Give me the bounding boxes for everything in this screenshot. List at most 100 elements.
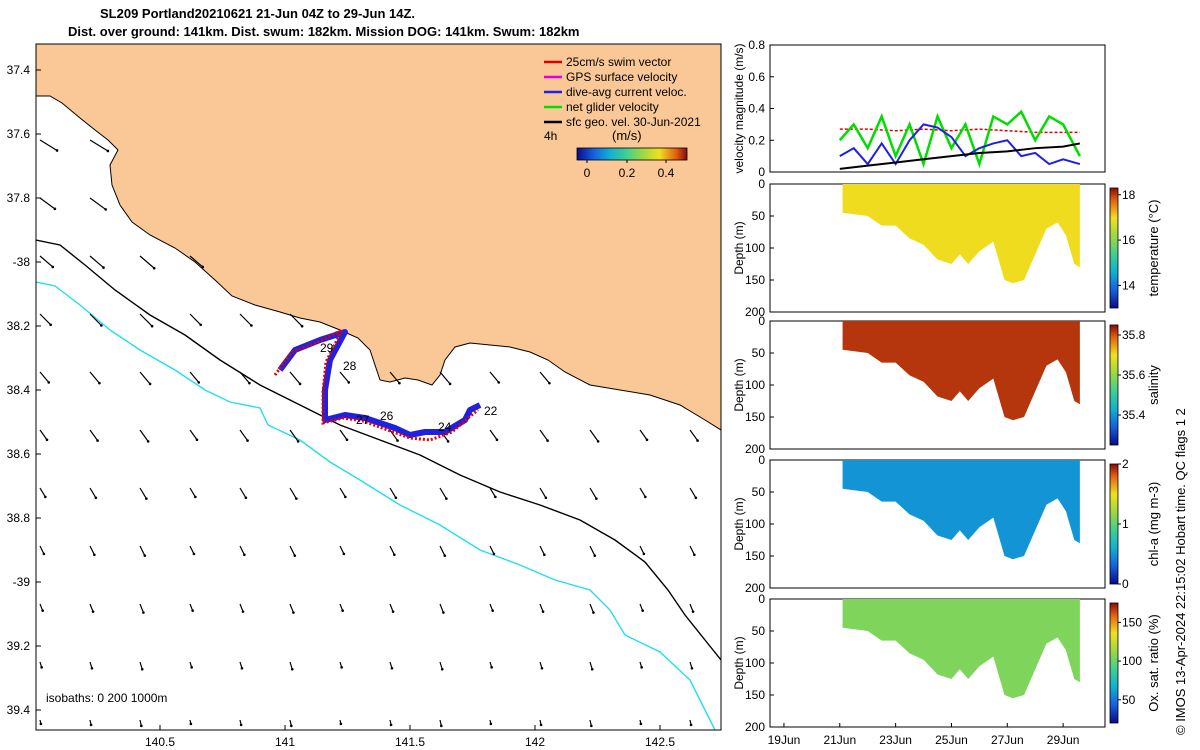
current-arrow-head <box>398 381 401 385</box>
current-arrow-head <box>150 324 154 328</box>
current-arrow-head <box>41 609 44 612</box>
day-label: 24 <box>438 420 452 434</box>
velocity-series-sfc-geo- <box>839 142 1081 170</box>
current-arrow-head <box>142 611 145 614</box>
speed-colorbar: 4h (m/s) 0 0.2 0.4 <box>544 128 688 180</box>
current-arrow-head <box>45 438 49 442</box>
colorbar-tick-label: 16 <box>1122 233 1136 247</box>
current-arrow-head <box>40 666 43 669</box>
current-vector-field <box>39 139 699 728</box>
current-arrow-head <box>644 495 647 499</box>
colorbar-label: salinity <box>1146 365 1161 405</box>
current-arrow-head <box>544 496 548 500</box>
legend-entry: net glider velocity <box>566 100 659 114</box>
plot-title-line1: SL209 Portland20210621 21-Jun 04Z to 29-… <box>100 6 416 21</box>
time-tick-label: 19Jun <box>768 733 801 747</box>
current-arrow-head <box>394 496 398 500</box>
current-arrow-head <box>250 324 253 327</box>
current-arrow-head <box>393 553 396 557</box>
map-frame <box>35 43 722 731</box>
current-arrow <box>189 255 204 268</box>
current-arrow <box>539 429 549 441</box>
current-arrow <box>389 545 395 556</box>
current-arrow-head <box>239 723 243 727</box>
depth-ytick-label: 200 <box>745 581 765 595</box>
velocity-ytick-label: 0 <box>758 165 765 179</box>
current-arrow <box>39 255 54 268</box>
current-arrow-head <box>195 438 199 442</box>
current-arrow-head <box>396 439 399 442</box>
velocity-ylabel: velocity magnitude (m/s) <box>732 43 746 173</box>
current-arrow <box>439 603 444 613</box>
depth-ytick-label: 0 <box>758 592 765 606</box>
current-arrow <box>639 487 646 498</box>
velocity-frame <box>769 44 1106 173</box>
current-arrow <box>39 371 50 383</box>
time-tick-label: 29Jun <box>1047 733 1080 747</box>
current-arrow-head <box>143 554 147 557</box>
current-arrow <box>539 545 545 556</box>
current-arrow <box>689 603 694 612</box>
current-arrow-head <box>39 722 43 726</box>
current-arrow <box>389 603 394 612</box>
current-arrow <box>439 487 447 499</box>
current-arrow-head <box>694 496 698 500</box>
colorbar-title: (m/s) <box>612 128 642 143</box>
current-arrow <box>139 429 149 442</box>
current-arrow <box>39 313 52 326</box>
velocity-ytick-label: 0.8 <box>748 38 765 52</box>
current-arrow-head <box>42 552 46 556</box>
velocity-ytick-label: 0.4 <box>748 102 765 116</box>
time-tick-label: 25Jun <box>935 733 968 747</box>
current-arrow <box>539 371 550 384</box>
current-arrow-head <box>53 207 57 211</box>
lon-tick-label: 141 <box>275 735 295 749</box>
current-arrow-head <box>140 724 143 728</box>
time-tick-label: 27Jun <box>991 733 1024 747</box>
lat-tick-label: 39.2 <box>7 639 31 653</box>
colorbar-tick-label: 35.4 <box>1122 408 1146 422</box>
current-arrow-head <box>340 666 343 669</box>
colorbar-tick-label: 100 <box>1122 654 1142 668</box>
current-arrow-head <box>51 265 55 269</box>
current-arrow-head <box>90 667 94 670</box>
depth-ytick-label: 100 <box>745 656 765 670</box>
current-arrow <box>189 313 202 326</box>
current-arrow-head <box>344 495 347 499</box>
current-arrow <box>89 429 99 441</box>
colorbar-tick-label: 35.6 <box>1122 368 1146 382</box>
day-label: 28 <box>343 359 357 373</box>
current-arrow <box>239 429 249 441</box>
track-day-labels: 29 28 27 26 24 22 <box>320 341 498 434</box>
current-arrow <box>389 371 400 384</box>
current-arrow-head <box>440 667 444 671</box>
current-arrow-head <box>243 553 246 557</box>
current-arrow <box>389 429 399 441</box>
heatmap-field <box>842 460 1080 560</box>
map-panel: 29 28 27 26 24 22 37.4 37.6 37.8 -38 38.2 38.4 38.6… <box>7 43 722 749</box>
swim-vectors <box>273 326 479 442</box>
current-arrow-head <box>55 149 59 152</box>
time-tick-label: 23Jun <box>879 733 912 747</box>
current-arrow <box>639 545 645 555</box>
current-arrow-head <box>691 610 695 613</box>
heatmap-colorbar <box>1109 463 1119 585</box>
current-arrow-head <box>641 609 644 612</box>
depth-ytick-label: 0 <box>758 314 765 328</box>
current-arrow <box>689 487 697 499</box>
current-arrow-head <box>639 722 643 726</box>
current-arrow <box>139 313 153 327</box>
current-arrow-head <box>298 382 302 386</box>
current-arrow <box>339 429 348 441</box>
current-arrow-head <box>546 439 549 442</box>
current-arrow <box>239 603 244 612</box>
current-arrow <box>689 545 695 556</box>
current-arrow-head <box>146 440 150 443</box>
current-arrow-head <box>540 667 544 670</box>
current-arrow-head <box>94 496 98 500</box>
current-arrow-head <box>145 497 148 500</box>
current-arrow <box>289 371 301 385</box>
current-arrow <box>289 603 294 613</box>
current-arrow <box>639 429 648 441</box>
